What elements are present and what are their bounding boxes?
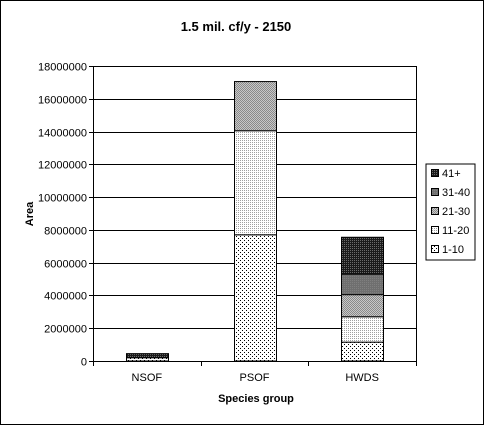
bar-segment-41+ bbox=[126, 353, 169, 359]
bars bbox=[126, 81, 384, 362]
legend-label: 11-20 bbox=[442, 225, 469, 237]
y-axis-label: Area bbox=[24, 201, 36, 226]
bar-segment-41+ bbox=[341, 236, 384, 275]
legend-label: 41+ bbox=[442, 168, 461, 180]
y-tick-label: 0 bbox=[81, 357, 87, 369]
y-tick-label: 10000000 bbox=[38, 193, 87, 205]
bar-segment-1-10 bbox=[341, 341, 384, 362]
y-tick-labels: 0 2000000 4000000 6000000 8000000 10000000 120… bbox=[38, 62, 93, 369]
y-tick-label: 8000000 bbox=[44, 226, 87, 238]
legend: 41+ 31-40 21-30 11-20 1-10 bbox=[425, 163, 476, 261]
axes bbox=[93, 66, 417, 362]
bar-segment-1-10 bbox=[234, 234, 277, 362]
bar-segment-11-20 bbox=[341, 316, 384, 343]
bar-segment-11-20 bbox=[234, 130, 277, 236]
legend-swatch-21-30 bbox=[431, 207, 439, 215]
y-tick-label: 18000000 bbox=[38, 62, 87, 74]
y-tick-label: 6000000 bbox=[44, 259, 87, 271]
bar-segment-21-30 bbox=[341, 294, 384, 318]
bar-segment-21-30 bbox=[234, 81, 277, 132]
legend-swatch-31-40 bbox=[431, 188, 439, 196]
x-tick-labels: NSOF PSOF HWDS bbox=[93, 361, 417, 384]
legend-label: 31-40 bbox=[442, 187, 470, 199]
x-tick-label: NSOF bbox=[132, 372, 163, 384]
x-tick-label: PSOF bbox=[240, 372, 270, 384]
chart-title: 1.5 mil. cf/y - 2150 bbox=[181, 19, 292, 34]
y-tick-label: 2000000 bbox=[44, 324, 87, 336]
x-tick-label: HWDS bbox=[345, 372, 379, 384]
x-axis-label: Species group bbox=[218, 393, 294, 405]
legend-label: 21-30 bbox=[442, 206, 470, 218]
legend-swatch-41+ bbox=[431, 169, 439, 177]
y-tick-label: 12000000 bbox=[38, 160, 87, 172]
y-tick-label: 14000000 bbox=[38, 128, 87, 140]
y-tick-label: 16000000 bbox=[38, 95, 87, 107]
legend-swatch-1-10 bbox=[431, 245, 439, 253]
legend-swatch-11-20 bbox=[431, 226, 439, 234]
bar-segment-31-40 bbox=[341, 273, 384, 296]
y-tick-label: 4000000 bbox=[44, 291, 87, 303]
legend-label: 1-10 bbox=[442, 244, 464, 256]
